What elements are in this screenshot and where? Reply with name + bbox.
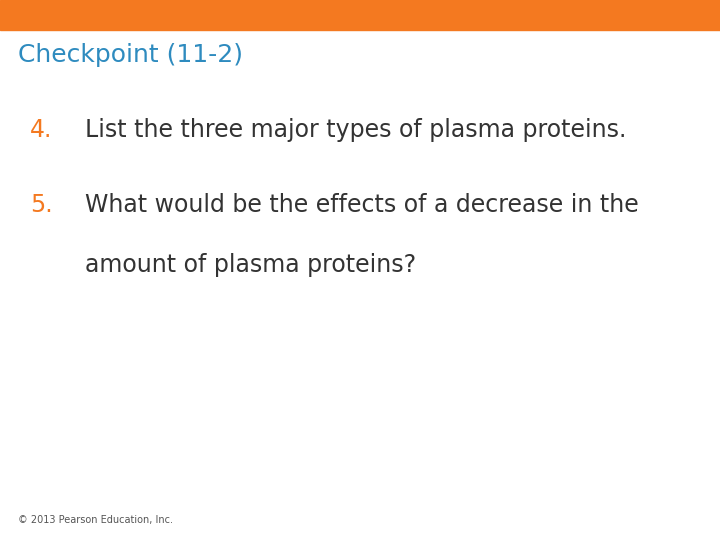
Text: Checkpoint (11-2): Checkpoint (11-2): [18, 43, 243, 67]
Text: © 2013 Pearson Education, Inc.: © 2013 Pearson Education, Inc.: [18, 515, 173, 525]
Text: 4.: 4.: [30, 118, 53, 142]
Bar: [0, 0, 720, 30]
Text: amount of plasma proteins?: amount of plasma proteins?: [85, 253, 416, 277]
Text: What would be the effects of a decrease in the: What would be the effects of a decrease …: [85, 193, 639, 217]
Text: 5.: 5.: [30, 193, 53, 217]
Text: List the three major types of plasma proteins.: List the three major types of plasma pro…: [85, 118, 626, 142]
